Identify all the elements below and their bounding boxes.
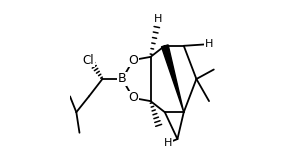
Text: H: H [154,14,163,24]
Text: Cl: Cl [82,54,94,67]
Text: B: B [118,73,126,85]
Text: H: H [205,39,213,49]
Text: H: H [164,138,172,148]
Text: O: O [128,54,138,67]
Text: O: O [128,91,138,104]
Polygon shape [162,45,184,112]
